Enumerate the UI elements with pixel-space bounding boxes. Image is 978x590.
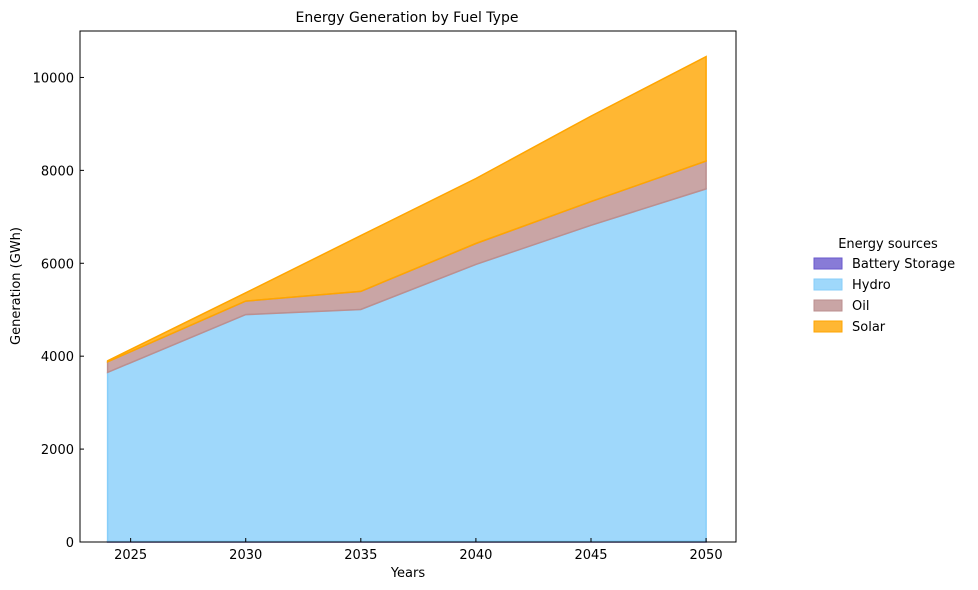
x-tick-label: 2025 [114, 548, 147, 563]
y-tick-label: 4000 [41, 350, 74, 365]
y-axis: 0 2000 4000 6000 8000 10000 [33, 71, 84, 551]
x-axis: 2025 2030 2035 2040 2045 2050 [114, 538, 723, 563]
legend-label: Solar [852, 320, 886, 335]
plot-frame [79, 30, 737, 543]
y-tick-label: 2000 [41, 443, 74, 458]
legend-swatch [813, 278, 843, 291]
legend: Energy sources Battery Storage Hydro Oil So… [813, 237, 955, 335]
y-tick-label: 6000 [41, 257, 74, 272]
legend-swatch [813, 257, 843, 270]
legend-item-battery-storage: Battery Storage [813, 257, 955, 272]
legend-item-hydro: Hydro [813, 278, 891, 293]
legend-label: Oil [852, 299, 869, 314]
legend-title: Energy sources [838, 237, 938, 252]
plot-areas [106, 55, 707, 543]
x-tick-label: 2045 [574, 548, 607, 563]
area-solar [106, 55, 707, 363]
x-tick-label: 2040 [459, 548, 492, 563]
y-tick-label: 8000 [41, 164, 74, 179]
x-tick-label: 2030 [229, 548, 262, 563]
y-axis-label: Generation (GWh) [9, 227, 24, 345]
chart-title: Energy Generation by Fuel Type [296, 10, 519, 26]
y-tick-label: 10000 [33, 71, 74, 86]
x-axis-label: Years [390, 566, 426, 581]
y-tick-label: 0 [66, 536, 74, 551]
legend-label: Battery Storage [852, 257, 955, 272]
x-tick-label: 2035 [344, 548, 377, 563]
legend-swatch [813, 299, 843, 312]
legend-item-oil: Oil [813, 299, 869, 314]
x-tick-label: 2050 [690, 548, 723, 563]
legend-swatch [813, 320, 843, 333]
legend-label: Hydro [852, 278, 891, 293]
legend-items: Battery Storage Hydro Oil Solar [813, 257, 955, 335]
legend-item-solar: Solar [813, 320, 886, 335]
